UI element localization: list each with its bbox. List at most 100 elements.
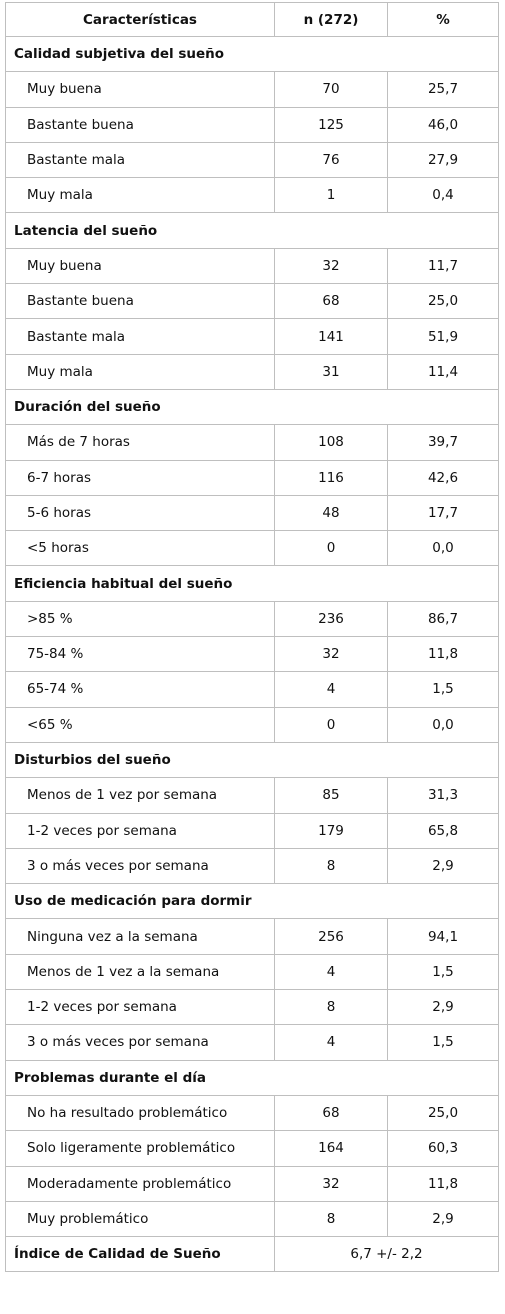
data-row: <65 % 0 0,0 xyxy=(5,706,499,743)
count-cell: 236 xyxy=(274,600,388,638)
count-cell: 141 xyxy=(274,318,388,355)
count-cell: 179 xyxy=(274,812,388,849)
count-cell: 32 xyxy=(274,636,388,673)
table-head: Características n (272) % xyxy=(5,2,499,37)
percent-cell: 25,0 xyxy=(387,283,499,320)
table-body: Calidad subjetiva del sueño Muy buena 70 25… xyxy=(5,35,499,1273)
data-row: Moderadamente problemático 32 11,8 xyxy=(5,1165,499,1202)
row-label: Muy mala xyxy=(5,177,275,214)
section-title: Uso de medicación para dormir xyxy=(5,883,499,920)
data-row: Menos de 1 vez por semana 85 31,3 xyxy=(5,777,499,814)
data-row: 75-84 % 32 11,8 xyxy=(5,636,499,673)
section-title: Latencia del sueño xyxy=(5,212,499,249)
count-cell: 116 xyxy=(274,459,388,496)
percent-cell: 1,5 xyxy=(387,671,499,708)
percent-cell: 60,3 xyxy=(387,1130,499,1167)
data-row: Muy buena 32 11,7 xyxy=(5,247,499,285)
row-label: 75-84 % xyxy=(5,636,275,673)
row-label: 65-74 % xyxy=(5,671,275,708)
percent-cell: 11,4 xyxy=(387,353,499,390)
percent-cell: 2,9 xyxy=(387,847,499,885)
count-cell: 4 xyxy=(274,953,388,991)
data-row: Menos de 1 vez a la semana 4 1,5 xyxy=(5,953,499,991)
data-row: Solo ligeramente problemático 164 60,3 xyxy=(5,1130,499,1167)
row-label: <5 horas xyxy=(5,530,275,567)
percent-cell: 42,6 xyxy=(387,459,499,496)
count-cell: 4 xyxy=(274,671,388,708)
row-label: 1-2 veces por semana xyxy=(5,989,275,1026)
count-cell: 32 xyxy=(274,1165,388,1202)
percent-cell: 2,9 xyxy=(387,989,499,1026)
count-cell: 8 xyxy=(274,989,388,1026)
header-cell: n (272) xyxy=(274,2,388,37)
row-label: 6-7 horas xyxy=(5,459,275,496)
row-label: 5-6 horas xyxy=(5,494,275,532)
section-title: Problemas durante el día xyxy=(5,1059,499,1096)
count-cell: 31 xyxy=(274,353,388,390)
percent-cell: 31,3 xyxy=(387,777,499,814)
table: Características n (272) % Calidad subjet… xyxy=(5,2,499,1273)
count-cell: 4 xyxy=(274,1024,388,1061)
percent-cell: 17,7 xyxy=(387,494,499,532)
header-cell: % xyxy=(387,2,499,37)
data-row: 3 o más veces por semana 8 2,9 xyxy=(5,847,499,885)
row-label: 3 o más veces por semana xyxy=(5,1024,275,1061)
percent-cell: 0,0 xyxy=(387,706,499,743)
header-cell: Características xyxy=(5,2,275,37)
row-label: No ha resultado problemático xyxy=(5,1094,275,1132)
data-row: Muy mala 31 11,4 xyxy=(5,353,499,390)
section-row: Disturbios del sueño xyxy=(5,741,499,779)
data-row: No ha resultado problemático 68 25,0 xyxy=(5,1094,499,1132)
count-cell: 256 xyxy=(274,918,388,955)
percent-cell: 0,0 xyxy=(387,530,499,567)
percent-cell: 51,9 xyxy=(387,318,499,355)
row-label: Bastante mala xyxy=(5,141,275,179)
count-cell: 0 xyxy=(274,530,388,567)
count-cell: 85 xyxy=(274,777,388,814)
section-title: Eficiencia habitual del sueño xyxy=(5,565,499,602)
row-label: Bastante mala xyxy=(5,318,275,355)
data-row: 1-2 veces por semana 179 65,8 xyxy=(5,812,499,849)
data-row: Bastante mala 76 27,9 xyxy=(5,141,499,179)
count-cell: 108 xyxy=(274,424,388,461)
percent-cell: 0,4 xyxy=(387,177,499,214)
row-label: Muy buena xyxy=(5,71,275,108)
data-row: Bastante buena 68 25,0 xyxy=(5,283,499,320)
section-row: Uso de medicación para dormir xyxy=(5,883,499,920)
row-label: Menos de 1 vez a la semana xyxy=(5,953,275,991)
footer-row: Índice de Calidad de Sueño 6,7 +/- 2,2 xyxy=(5,1236,499,1273)
section-row: Duración del sueño xyxy=(5,388,499,426)
data-row: Muy buena 70 25,7 xyxy=(5,71,499,108)
percent-cell: 1,5 xyxy=(387,953,499,991)
count-cell: 48 xyxy=(274,494,388,532)
row-label: Ninguna vez a la semana xyxy=(5,918,275,955)
percent-cell: 27,9 xyxy=(387,141,499,179)
data-row: Bastante mala 141 51,9 xyxy=(5,318,499,355)
row-label: 3 o más veces por semana xyxy=(5,847,275,885)
count-cell: 1 xyxy=(274,177,388,214)
percent-cell: 11,8 xyxy=(387,636,499,673)
data-row: Ninguna vez a la semana 256 94,1 xyxy=(5,918,499,955)
section-row: Calidad subjetiva del sueño xyxy=(5,35,499,73)
row-label: <65 % xyxy=(5,706,275,743)
percent-cell: 2,9 xyxy=(387,1200,499,1238)
section-row: Problemas durante el día xyxy=(5,1059,499,1096)
count-cell: 68 xyxy=(274,283,388,320)
data-row: Muy mala 1 0,4 xyxy=(5,177,499,214)
row-label: Bastante buena xyxy=(5,106,275,143)
data-row: Muy problemático 8 2,9 xyxy=(5,1200,499,1238)
row-label: Muy mala xyxy=(5,353,275,390)
count-cell: 0 xyxy=(274,706,388,743)
data-row: 1-2 veces por semana 8 2,9 xyxy=(5,989,499,1026)
count-cell: 68 xyxy=(274,1094,388,1132)
header-row: Características n (272) % xyxy=(5,2,499,37)
count-cell: 8 xyxy=(274,847,388,885)
percent-cell: 25,0 xyxy=(387,1094,499,1132)
section-title: Disturbios del sueño xyxy=(5,741,499,779)
footer-value: 6,7 +/- 2,2 xyxy=(274,1236,499,1273)
count-cell: 164 xyxy=(274,1130,388,1167)
data-row: 6-7 horas 116 42,6 xyxy=(5,459,499,496)
percent-cell: 65,8 xyxy=(387,812,499,849)
data-row: 5-6 horas 48 17,7 xyxy=(5,494,499,532)
